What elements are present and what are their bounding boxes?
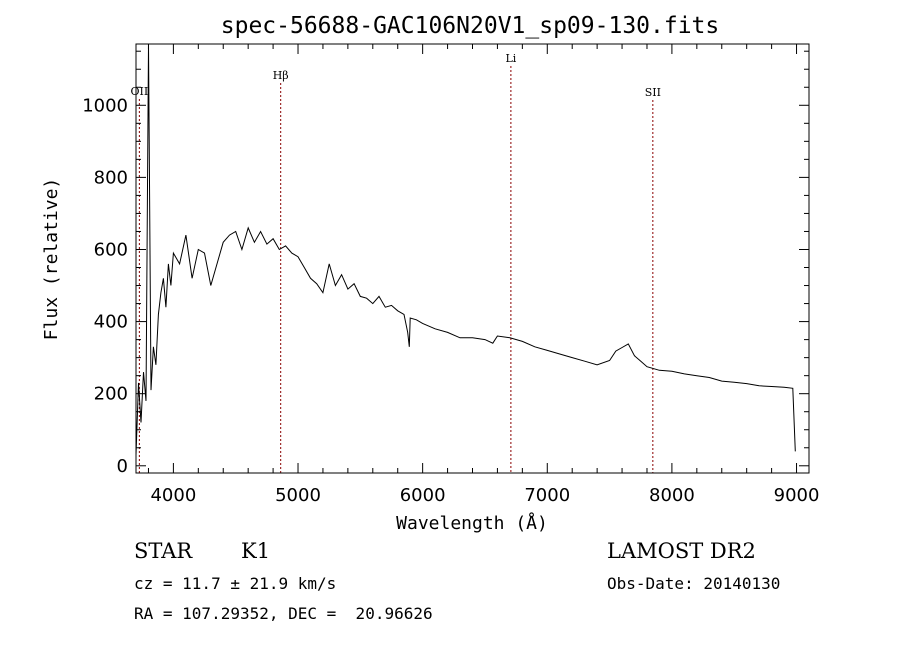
x-tick-label: 5000 xyxy=(275,485,321,506)
line-marker-label: Hβ xyxy=(273,69,289,82)
y-tick-label: 600 xyxy=(94,239,128,260)
coordinates: RA = 107.29352, DEC = 20.96626 xyxy=(134,604,433,623)
y-axis-label: Flux (relative) xyxy=(41,178,62,341)
plot-frame xyxy=(135,43,810,474)
object-subclass: K1 xyxy=(241,539,271,563)
x-tick-label: 8000 xyxy=(649,485,695,506)
x-axis-label: Wavelength (Å) xyxy=(396,512,548,534)
line-marker-label: SII xyxy=(645,86,661,99)
line-marker-label: OII xyxy=(131,85,149,98)
axis-ticks: 4000 5000 6000 7000 8000 9000 0 200 400 600 800 100… xyxy=(82,44,819,506)
spectral-line-markers: OII Hβ Li SII xyxy=(131,52,661,473)
spectrum-line xyxy=(135,43,796,456)
line-marker-label: Li xyxy=(505,52,516,65)
x-tick-label: 4000 xyxy=(150,485,196,506)
y-tick-label: 0 xyxy=(117,456,128,477)
chart-title: spec-56688-GAC106N20V1_sp09-130.fits xyxy=(221,13,720,39)
observation-date: Obs-Date: 20140130 xyxy=(607,574,781,593)
y-tick-label: 1000 xyxy=(82,95,128,116)
y-tick-label: 200 xyxy=(94,384,128,405)
spectrum-series xyxy=(135,43,796,456)
survey-name: LAMOST DR2 xyxy=(607,539,756,563)
y-tick-label: 800 xyxy=(94,167,128,188)
x-tick-label: 7000 xyxy=(524,485,570,506)
x-tick-label: 6000 xyxy=(400,485,446,506)
y-tick-label: 400 xyxy=(94,312,128,333)
redshift-cz: cz = 11.7 ± 21.9 km/s xyxy=(134,574,337,593)
x-tick-label: 9000 xyxy=(774,485,820,506)
object-class: STAR xyxy=(134,539,193,563)
